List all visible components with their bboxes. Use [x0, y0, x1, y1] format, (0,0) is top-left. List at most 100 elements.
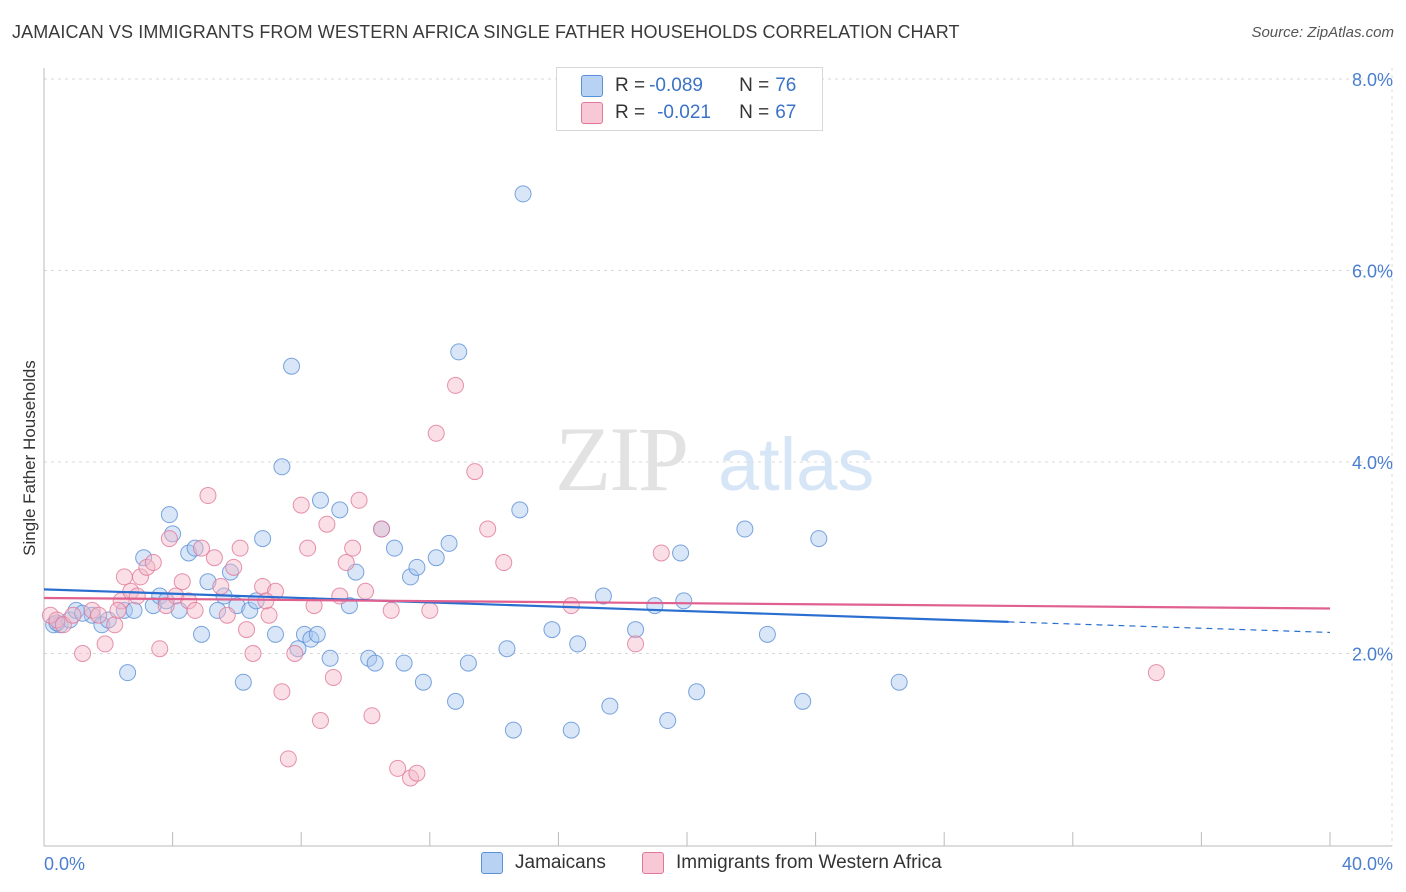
immigrant-point [382, 601, 400, 619]
immigrant-point [254, 577, 272, 595]
immigrant-point [324, 668, 342, 686]
jamaican-point [221, 563, 239, 581]
legend-swatch-blue [581, 75, 603, 97]
jamaican-point [659, 712, 677, 730]
x-tick-label: 0.0% [44, 854, 85, 874]
jamaican-trend-line [43, 588, 1009, 624]
jamaican-point [736, 520, 754, 538]
jamaican-point [459, 654, 477, 672]
immigrant-point [180, 592, 198, 610]
jamaican-point [273, 458, 291, 476]
jamaican-point [144, 597, 162, 615]
immigrant-point [350, 491, 368, 509]
jamaican-point [414, 673, 432, 691]
jamaican-point [164, 525, 182, 543]
immigrant-point [331, 587, 349, 605]
immigrant-point [311, 712, 329, 730]
immigrant-point [238, 621, 256, 639]
immigrant-point [193, 539, 211, 557]
immigrant-point [421, 601, 439, 619]
jamaican-point [440, 534, 458, 552]
jamaican-point [308, 625, 326, 643]
immigrant-point [109, 601, 127, 619]
immigrant-point [173, 573, 191, 591]
immigrant-point [373, 520, 391, 538]
jamaican-point [543, 621, 561, 639]
jamaican-point [511, 501, 529, 519]
jamaican-point [794, 692, 812, 710]
jamaican-point [514, 185, 532, 203]
immigrant-point [479, 520, 497, 538]
trend-lines [43, 588, 1331, 634]
jamaican-point [311, 491, 329, 509]
legend-n-value: 76 [775, 75, 797, 96]
jamaican-point [321, 649, 339, 667]
jamaican-point [402, 568, 420, 586]
jamaican-point [688, 683, 706, 701]
immigrant-point [1147, 664, 1165, 682]
series-legend-jamaicans: Jamaicans [481, 852, 606, 874]
legend-r-value: -0.021 [657, 102, 711, 123]
immigrant-point [389, 759, 407, 777]
immigrant-point [106, 616, 124, 634]
jamaican-point [119, 664, 137, 682]
series-legend: Jamaicans Immigrants from Western Africa [0, 852, 1406, 878]
jamaican-point [601, 697, 619, 715]
legend-swatch-pink [581, 102, 603, 124]
immigrant-point [627, 635, 645, 653]
series-swatch-blue [481, 852, 503, 874]
y-tick-label: 6.0% [1352, 262, 1393, 282]
immigrant-point [244, 645, 262, 662]
watermark-atlas: atlas [718, 423, 874, 506]
immigrant-point [292, 496, 310, 514]
immigrant-point [131, 568, 149, 586]
jamaican-point [160, 506, 178, 524]
jamaican-trend-extension [1008, 621, 1331, 634]
series-swatch-pink [642, 852, 664, 874]
jamaican-point [45, 616, 63, 634]
jamaican-point [266, 625, 284, 643]
immigrant-point [495, 554, 513, 572]
jamaican-point [254, 530, 272, 548]
immigrant-point [64, 606, 82, 624]
jamaican-point [569, 635, 587, 653]
immigrant-point [427, 424, 445, 442]
immigrant-point [363, 707, 381, 725]
jamaican-point [115, 601, 133, 619]
jamaican-point [234, 673, 252, 691]
immigrant-point [218, 606, 236, 624]
immigrant-point [90, 606, 108, 624]
immigrant-point [286, 645, 304, 662]
jamaican-point [594, 587, 612, 605]
immigrant-point [279, 750, 297, 768]
immigrant-point [231, 539, 249, 557]
jamaican-point [135, 549, 153, 567]
immigrant-point [199, 487, 217, 505]
jamaican-point [627, 621, 645, 639]
y-tick-label: 8.0% [1352, 70, 1393, 90]
jamaican-point [675, 592, 693, 610]
immigrant-point [160, 530, 178, 548]
jamaican-point [193, 625, 211, 643]
tick-labels: 2.0% 4.0% 6.0% 8.0% 0.0% 40.0% [44, 70, 1393, 874]
immigrant-point [357, 582, 374, 600]
y-tick-label: 2.0% [1352, 645, 1393, 665]
jamaican-point [810, 530, 828, 548]
immigrant-point [115, 568, 133, 586]
jamaican-point [199, 573, 217, 591]
series-label-jamaicans: Jamaicans [515, 852, 606, 873]
jamaican-point [890, 673, 908, 691]
series-label-immigrants: Immigrants from Western Africa [676, 852, 942, 873]
immigrant-trend-line [43, 596, 1331, 610]
jamaican-point [186, 539, 204, 557]
immigrant-point [186, 601, 204, 619]
jamaican-point [331, 501, 349, 519]
correlation-legend: R = -0.089 N = 76 R = -0.021 N = 67 [556, 67, 823, 131]
jamaican-point [498, 640, 516, 658]
immigrant-point [74, 645, 92, 662]
series-legend-immigrants: Immigrants from Western Africa [642, 852, 942, 874]
legend-r-label: R = [615, 75, 646, 96]
immigrant-point [408, 764, 426, 782]
jamaican-point [395, 654, 413, 672]
legend-row-jamaicans: R = -0.089 N = 76 [581, 74, 796, 98]
